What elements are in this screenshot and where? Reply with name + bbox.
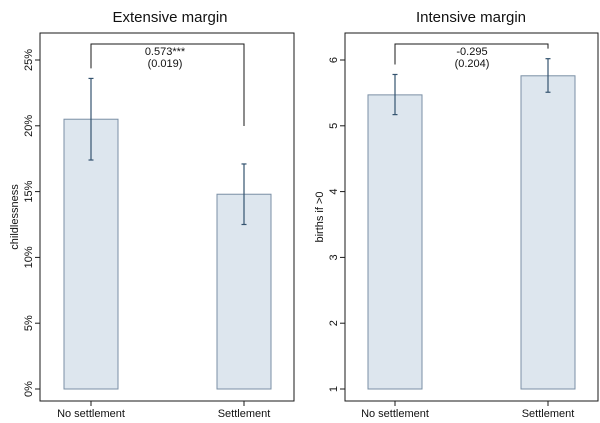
- y-axis-label: births if >0: [314, 191, 326, 242]
- stderr-label: (0.204): [455, 58, 490, 70]
- y-tick-label: 1: [328, 386, 340, 392]
- x-tick-label: Settlement: [522, 408, 575, 420]
- y-tick-label: 3: [328, 254, 340, 260]
- y-tick-label: 15%: [23, 180, 35, 202]
- y-tick-label: 2: [328, 320, 340, 326]
- comparison-bracket: [394, 43, 549, 65]
- y-tick-label: 4: [328, 189, 340, 195]
- bar: [367, 94, 423, 390]
- y-tick-label: 25%: [23, 49, 35, 71]
- panel-extensive: Extensive margin 0% 5% 10% 15% 20% 25% childles…: [9, 9, 295, 420]
- plot-frame: [39, 32, 295, 402]
- stderr-label: (0.019): [148, 58, 183, 70]
- y-tick-label: 0%: [23, 381, 35, 397]
- panel-title: Extensive margin: [112, 9, 227, 26]
- coefficient-label: 0.573***: [145, 46, 186, 58]
- y-tick-label: 6: [328, 57, 340, 63]
- x-tick-label: No settlement: [361, 408, 429, 420]
- comparison-bracket: [90, 43, 245, 126]
- x-tick-label: No settlement: [57, 408, 125, 420]
- y-tick-label: 10%: [23, 246, 35, 268]
- y-axis-label: childlessness: [9, 184, 21, 250]
- panel-intensive: Intensive margin 1 2 3 4 5 6 births if >0 No set…: [314, 9, 599, 420]
- y-tick-label: 20%: [23, 115, 35, 137]
- y-tick-label: 5%: [23, 315, 35, 331]
- x-tick-label: Settlement: [218, 408, 271, 420]
- y-tick-label: 5: [328, 123, 340, 129]
- coefficient-label: -0.295: [456, 46, 487, 58]
- panel-title: Intensive margin: [416, 9, 526, 26]
- bar: [520, 75, 576, 390]
- bar: [216, 193, 272, 390]
- plot-frame: [344, 32, 599, 402]
